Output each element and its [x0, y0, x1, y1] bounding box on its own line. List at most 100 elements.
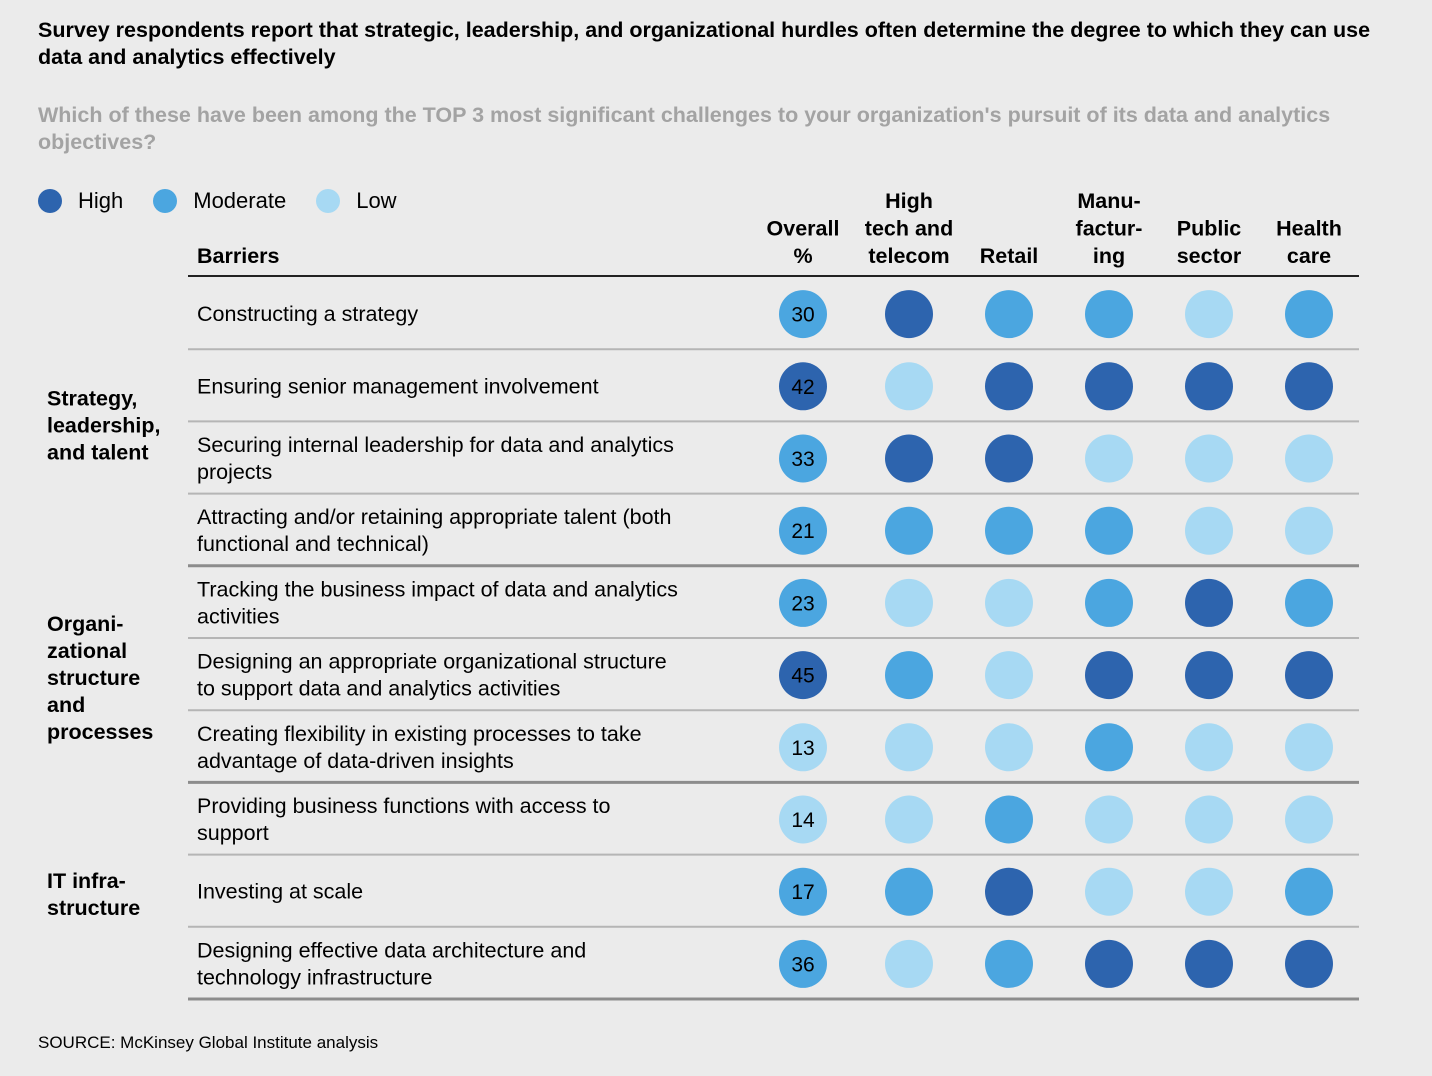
dot-high_tech	[885, 506, 933, 555]
dot-public_sector	[1185, 651, 1233, 700]
overall-value: 42	[791, 376, 814, 399]
legend-item-low: Low	[316, 188, 397, 214]
group-label: Organi-zational structure and processes	[47, 612, 153, 744]
legend-item-high: High	[38, 188, 123, 214]
dot-manufacturing	[1085, 795, 1133, 844]
dot-public_sector	[1185, 290, 1233, 339]
legend-dot-low	[316, 189, 341, 213]
group-label: Strategy, leadership, and talent	[47, 386, 161, 464]
overall-bubble	[779, 434, 827, 483]
dot-high_tech	[885, 939, 933, 988]
dot-manufacturing	[1085, 506, 1133, 555]
dot-high_tech	[885, 651, 933, 700]
dot-public_sector	[1185, 795, 1233, 844]
dot-health_care	[1285, 867, 1333, 916]
barrier-label: Securing internal leadership for data an…	[197, 433, 674, 484]
dot-manufacturing	[1085, 362, 1133, 411]
legend-dot-high	[38, 189, 62, 213]
dot-high_tech	[885, 723, 933, 772]
dot-health_care	[1285, 362, 1333, 411]
survey-question: Which of these have been among the TOP 3…	[38, 103, 1331, 154]
dot-public_sector	[1185, 506, 1233, 555]
dot-health_care	[1285, 506, 1333, 555]
dot-health_care	[1285, 723, 1333, 772]
dot-retail	[985, 290, 1033, 339]
dot-manufacturing	[1085, 578, 1133, 627]
overall-value: 33	[791, 448, 814, 471]
dot-high_tech	[885, 290, 933, 339]
overall-bubble	[779, 651, 827, 700]
legend-label-moderate: Moderate	[193, 188, 287, 213]
dot-public_sector	[1185, 434, 1233, 483]
dot-manufacturing	[1085, 939, 1133, 988]
overall-bubble	[779, 867, 827, 916]
overall-bubble	[779, 290, 827, 339]
dot-public_sector	[1185, 362, 1233, 411]
overall-bubble	[779, 795, 827, 844]
overall-bubble	[779, 362, 827, 411]
dot-retail	[985, 795, 1033, 844]
dot-public_sector	[1185, 867, 1233, 916]
barrier-label: Attracting and/or retaining appropriate …	[197, 505, 672, 556]
column-header-public_sector: Public sector	[1177, 217, 1242, 269]
overall-value: 17	[791, 881, 814, 904]
barrier-label: Tracking the business impact of data and…	[197, 577, 678, 628]
barrier-label: Ensuring senior management involvement	[197, 374, 599, 398]
overall-value: 30	[791, 304, 814, 327]
dot-health_care	[1285, 651, 1333, 700]
column-header-high_tech: High tech and telecom	[865, 189, 953, 268]
dot-retail	[985, 506, 1033, 555]
dot-manufacturing	[1085, 434, 1133, 483]
barrier-label: Designing effective data architecture an…	[197, 938, 586, 989]
legend-label-low: Low	[356, 188, 397, 213]
column-header-retail: Retail	[980, 244, 1039, 268]
column-header-health_care: Health care	[1276, 217, 1342, 269]
dot-public_sector	[1185, 939, 1233, 988]
dot-manufacturing	[1085, 867, 1133, 916]
overall-value: 23	[791, 592, 814, 615]
dot-retail	[985, 651, 1033, 700]
legend: High Moderate Low	[38, 186, 427, 216]
barrier-label: Providing business functions with access…	[197, 794, 611, 845]
overall-bubble	[779, 723, 827, 772]
dot-high_tech	[885, 362, 933, 411]
dot-retail	[985, 867, 1033, 916]
dot-health_care	[1285, 290, 1333, 339]
dot-public_sector	[1185, 723, 1233, 772]
dot-retail	[985, 578, 1033, 627]
legend-item-moderate: Moderate	[153, 188, 286, 214]
dot-high_tech	[885, 795, 933, 844]
legend-dot-moderate	[153, 189, 178, 213]
dot-manufacturing	[1085, 723, 1133, 772]
overall-value: 45	[791, 665, 814, 688]
overall-value: 36	[791, 953, 814, 976]
overall-header: Overall%	[767, 217, 840, 269]
overall-value: 21	[791, 520, 814, 543]
chart-title: Survey respondents report that strategic…	[38, 18, 1371, 69]
dot-retail	[985, 939, 1033, 988]
dot-health_care	[1285, 434, 1333, 483]
dot-manufacturing	[1085, 651, 1133, 700]
barrier-label: Investing at scale	[197, 880, 363, 904]
dot-public_sector	[1185, 578, 1233, 627]
barriers-header: Barriers	[197, 244, 280, 268]
source-note: SOURCE: McKinsey Global Institute analys…	[38, 1033, 379, 1052]
dot-retail	[985, 723, 1033, 772]
group-label: IT infra-structure	[47, 869, 140, 920]
dot-high_tech	[885, 578, 933, 627]
overall-value: 14	[791, 809, 815, 832]
dot-manufacturing	[1085, 290, 1133, 339]
dot-high_tech	[885, 867, 933, 916]
dot-health_care	[1285, 795, 1333, 844]
overall-bubble	[779, 578, 827, 627]
barrier-label: Designing an appropriate organizational …	[197, 650, 667, 701]
dot-health_care	[1285, 939, 1333, 988]
legend-label-high: High	[78, 188, 124, 213]
dot-retail	[985, 362, 1033, 411]
overall-bubble	[779, 506, 827, 555]
barrier-label: Creating flexibility in existing process…	[197, 722, 642, 773]
column-header-manufacturing: Manu-factur-ing	[1076, 189, 1143, 268]
barrier-label: Constructing a strategy	[197, 302, 418, 326]
overall-bubble	[779, 939, 827, 988]
